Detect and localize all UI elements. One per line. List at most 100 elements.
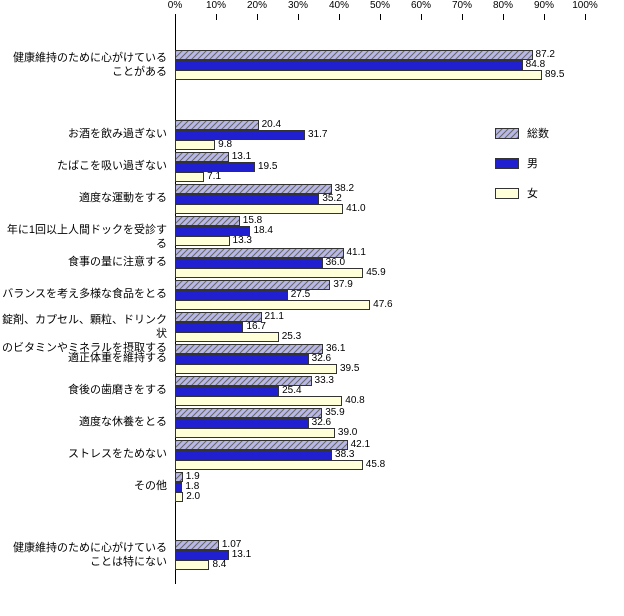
bar-value: 41.0	[346, 203, 365, 214]
bar-female	[175, 492, 183, 502]
bar-value: 41.1	[347, 247, 366, 258]
category-label: 健康維持のために心がけていることは特にない	[0, 542, 167, 570]
bar-value: 31.7	[308, 129, 327, 140]
bar-value: 19.5	[258, 161, 277, 172]
bar-male	[175, 418, 309, 428]
bar-female	[175, 268, 363, 278]
legend: 総数男女	[495, 125, 549, 215]
legend-swatch	[495, 128, 519, 139]
bar-value: 9.8	[218, 139, 232, 150]
bar-male	[175, 194, 319, 204]
legend-label: 男	[527, 155, 538, 171]
bar-value: 25.3	[282, 331, 301, 342]
category-label: 錠剤、カプセル、顆粒、ドリンク状のビタミンやミネラルを摂取する	[0, 314, 167, 355]
category-label: 年に1回以上人間ドックを受診する	[0, 224, 167, 252]
x-tick-label: 50%	[370, 0, 390, 11]
bar-value: 45.9	[366, 267, 385, 278]
bar-value: 32.6	[312, 417, 331, 428]
bar-male	[175, 450, 332, 460]
bar-female	[175, 70, 542, 80]
bar-male	[175, 322, 243, 332]
bar-value: 13.1	[232, 549, 251, 560]
plot-area: 0%10%20%30%40%50%60%70%80%90%100%87.284.…	[175, 20, 585, 610]
bar-female	[175, 428, 335, 438]
bar-male	[175, 130, 305, 140]
category-label: お酒を飲み過ぎない	[0, 128, 167, 142]
bar-value: 16.7	[246, 321, 265, 332]
legend-swatch	[495, 188, 519, 199]
bar-total	[175, 120, 259, 130]
bar-value: 84.8	[526, 59, 545, 70]
legend-item: 総数	[495, 125, 549, 141]
bar-value: 36.0	[326, 257, 345, 268]
legend-label: 女	[527, 185, 538, 201]
legend-swatch	[495, 158, 519, 169]
x-tick-label: 60%	[411, 0, 431, 11]
bar-female	[175, 332, 279, 342]
legend-label: 総数	[527, 125, 549, 141]
category-label: 適正体重を維持する	[0, 352, 167, 366]
bar-value: 45.8	[366, 459, 385, 470]
x-tick-label: 40%	[329, 0, 349, 11]
bar-total	[175, 184, 332, 194]
bar-female	[175, 396, 342, 406]
bar-value: 38.3	[335, 449, 354, 460]
category-label: バランスを考え多様な食品をとる	[0, 288, 167, 302]
category-label: 食事の量に注意する	[0, 256, 167, 270]
bar-male	[175, 60, 523, 70]
bar-female	[175, 300, 370, 310]
bar-total	[175, 248, 344, 258]
bar-male	[175, 386, 279, 396]
bar-female	[175, 460, 363, 470]
bar-value: 13.3	[233, 235, 252, 246]
bar-female	[175, 204, 343, 214]
bar-female	[175, 172, 204, 182]
bar-male	[175, 258, 323, 268]
bar-total	[175, 408, 322, 418]
bar-male	[175, 290, 288, 300]
bar-value: 20.4	[262, 119, 281, 130]
x-tick-label: 30%	[288, 0, 308, 11]
x-tick-label: 70%	[452, 0, 472, 11]
x-tick-label: 100%	[572, 0, 598, 11]
bar-female	[175, 236, 230, 246]
bar-total	[175, 50, 533, 60]
bar-value: 89.5	[545, 69, 564, 80]
bar-male	[175, 354, 309, 364]
bar-total	[175, 540, 219, 550]
bar-value: 39.5	[340, 363, 359, 374]
bar-value: 35.2	[322, 193, 341, 204]
bar-value: 18.4	[253, 225, 272, 236]
bar-value: 47.6	[373, 299, 392, 310]
bar-male	[175, 482, 182, 492]
category-label: 健康維持のために心がけていることがある	[0, 52, 167, 80]
health-habits-chart: 0%10%20%30%40%50%60%70%80%90%100%87.284.…	[0, 0, 624, 616]
category-label: たばこを吸い過ぎない	[0, 160, 167, 174]
bar-value: 2.0	[186, 491, 200, 502]
x-tick-label: 80%	[493, 0, 513, 11]
bar-value: 7.1	[207, 171, 221, 182]
legend-item: 女	[495, 185, 549, 201]
bar-total	[175, 216, 240, 226]
bar-value: 39.0	[338, 427, 357, 438]
x-tick-label: 0%	[168, 0, 182, 11]
bar-value: 21.1	[265, 311, 284, 322]
bar-total	[175, 472, 183, 482]
bar-female	[175, 140, 215, 150]
category-label: ストレスをためない	[0, 448, 167, 462]
bar-value: 8.4	[212, 559, 226, 570]
bar-value: 25.4	[282, 385, 301, 396]
x-tick-label: 20%	[247, 0, 267, 11]
bar-value: 13.1	[232, 151, 251, 162]
x-tick-label: 90%	[534, 0, 554, 11]
bar-value: 32.6	[312, 353, 331, 364]
bar-female	[175, 560, 209, 570]
category-label: 食後の歯磨きをする	[0, 384, 167, 398]
category-label: 適度な運動をする	[0, 192, 167, 206]
category-label: 適度な休養をとる	[0, 416, 167, 430]
bar-value: 37.9	[333, 279, 352, 290]
bar-female	[175, 364, 337, 374]
bar-value: 33.3	[315, 375, 334, 386]
bar-value: 40.8	[345, 395, 364, 406]
category-label: その他	[0, 480, 167, 494]
